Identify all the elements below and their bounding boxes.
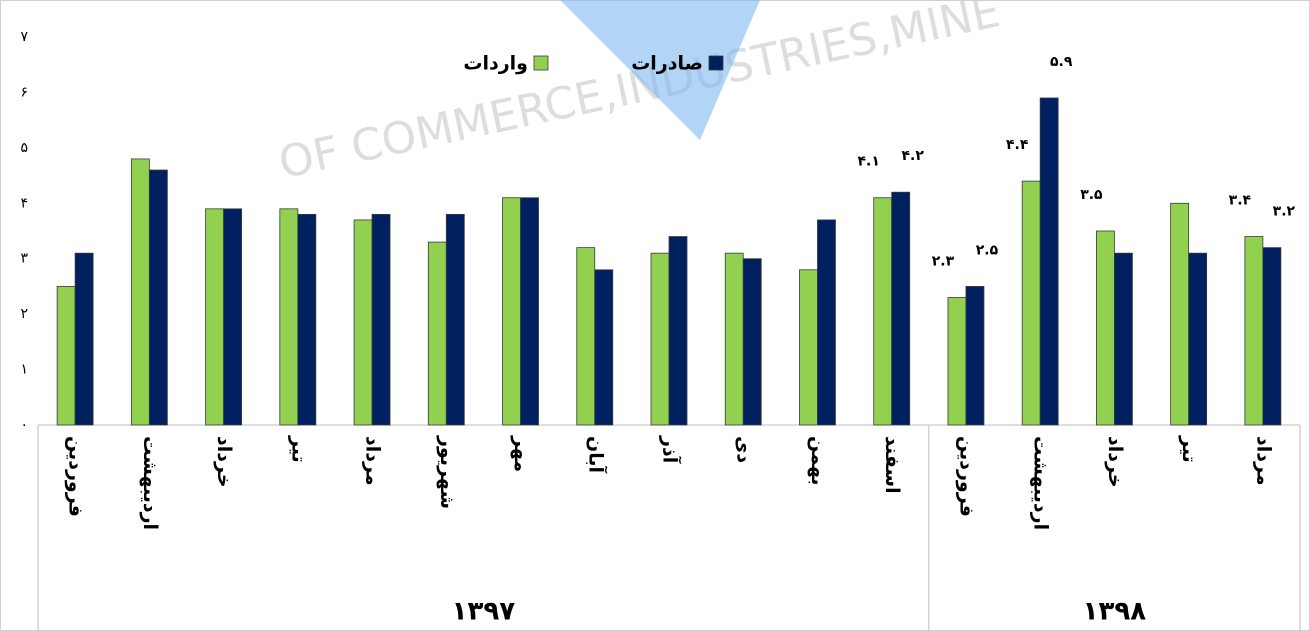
x-tick-label: تیر xyxy=(287,435,309,463)
bar xyxy=(650,252,670,426)
y-tick-label: ۰ xyxy=(20,417,28,433)
bar xyxy=(1114,252,1133,426)
bar xyxy=(724,252,744,426)
bar xyxy=(891,191,911,426)
bar xyxy=(668,236,688,426)
legend-label: واردات xyxy=(463,53,528,75)
x-tick-label: آذر xyxy=(659,435,683,464)
data-label: ۳.۲ xyxy=(1273,204,1296,220)
x-tick-label: مرداد xyxy=(1252,436,1274,486)
y-tick-label: ۳ xyxy=(20,251,28,267)
x-tick-label: اردیبهشت xyxy=(1030,436,1052,530)
y-tick-label: ۴ xyxy=(20,195,28,211)
bar xyxy=(279,208,299,426)
bar xyxy=(205,208,224,426)
legend-label: صادرات xyxy=(631,53,703,75)
y-tick-label: ۱ xyxy=(20,362,28,378)
data-label: ۳.۴ xyxy=(1229,193,1252,209)
x-tick-label: مرداد xyxy=(362,436,384,486)
group-label: ۱۳۹۸ xyxy=(1083,597,1147,627)
x-tick-label: بهمن xyxy=(807,436,829,486)
data-label: ۲.۵ xyxy=(976,242,999,258)
bar xyxy=(74,252,94,426)
y-tick-label: ۵ xyxy=(20,140,28,156)
bar xyxy=(130,158,150,426)
bar xyxy=(1021,180,1041,426)
bar xyxy=(56,286,76,426)
bar xyxy=(297,213,317,426)
bar xyxy=(502,197,521,426)
data-label: ۳.۵ xyxy=(1080,187,1103,203)
data-label: ۵.۹ xyxy=(1050,54,1073,70)
x-tick-label: تیر xyxy=(1178,435,1200,463)
bar xyxy=(594,269,614,426)
bar xyxy=(799,269,818,426)
data-label: ۲.۳ xyxy=(932,254,955,270)
bar xyxy=(1096,230,1115,426)
bar xyxy=(353,219,373,426)
bar xyxy=(1039,97,1059,426)
watermark-shape xyxy=(560,0,760,140)
legend-swatch xyxy=(533,55,549,71)
bar xyxy=(1244,236,1264,426)
bar xyxy=(965,286,985,426)
bar xyxy=(1262,247,1282,426)
x-tick-label: خرداد xyxy=(1104,436,1126,488)
group-label: ۱۳۹۷ xyxy=(452,597,516,627)
bar xyxy=(873,197,893,426)
bar xyxy=(817,219,836,426)
x-tick-label: اسفند xyxy=(881,436,903,494)
bar xyxy=(427,241,447,426)
bar xyxy=(148,169,168,426)
x-tick-label: فروردین xyxy=(65,436,87,517)
legend-swatch xyxy=(708,55,724,71)
bar xyxy=(947,297,967,426)
x-tick-label: دی xyxy=(733,436,755,463)
x-tick-label: شهریور xyxy=(436,435,458,509)
data-label: ۴.۱ xyxy=(857,154,879,170)
bar xyxy=(1170,202,1190,426)
data-label: ۴.۴ xyxy=(1006,137,1029,153)
bar xyxy=(371,213,391,426)
x-tick-label: اردیبهشت xyxy=(139,436,161,530)
x-tick-label: آبان xyxy=(584,436,608,473)
x-tick-label: خرداد xyxy=(213,436,235,488)
bar xyxy=(223,208,242,426)
bar xyxy=(520,197,539,426)
x-tick-label: مهر xyxy=(510,435,532,472)
bar xyxy=(576,247,596,426)
data-label: ۴.۲ xyxy=(901,148,924,164)
x-tick-label: فروردین xyxy=(955,436,977,517)
y-tick-label: ۶ xyxy=(20,84,28,100)
y-tick-label: ۷ xyxy=(20,29,28,45)
bar xyxy=(742,258,762,426)
y-tick-label: ۲ xyxy=(20,306,28,322)
bar xyxy=(445,213,465,426)
bar xyxy=(1188,252,1208,426)
